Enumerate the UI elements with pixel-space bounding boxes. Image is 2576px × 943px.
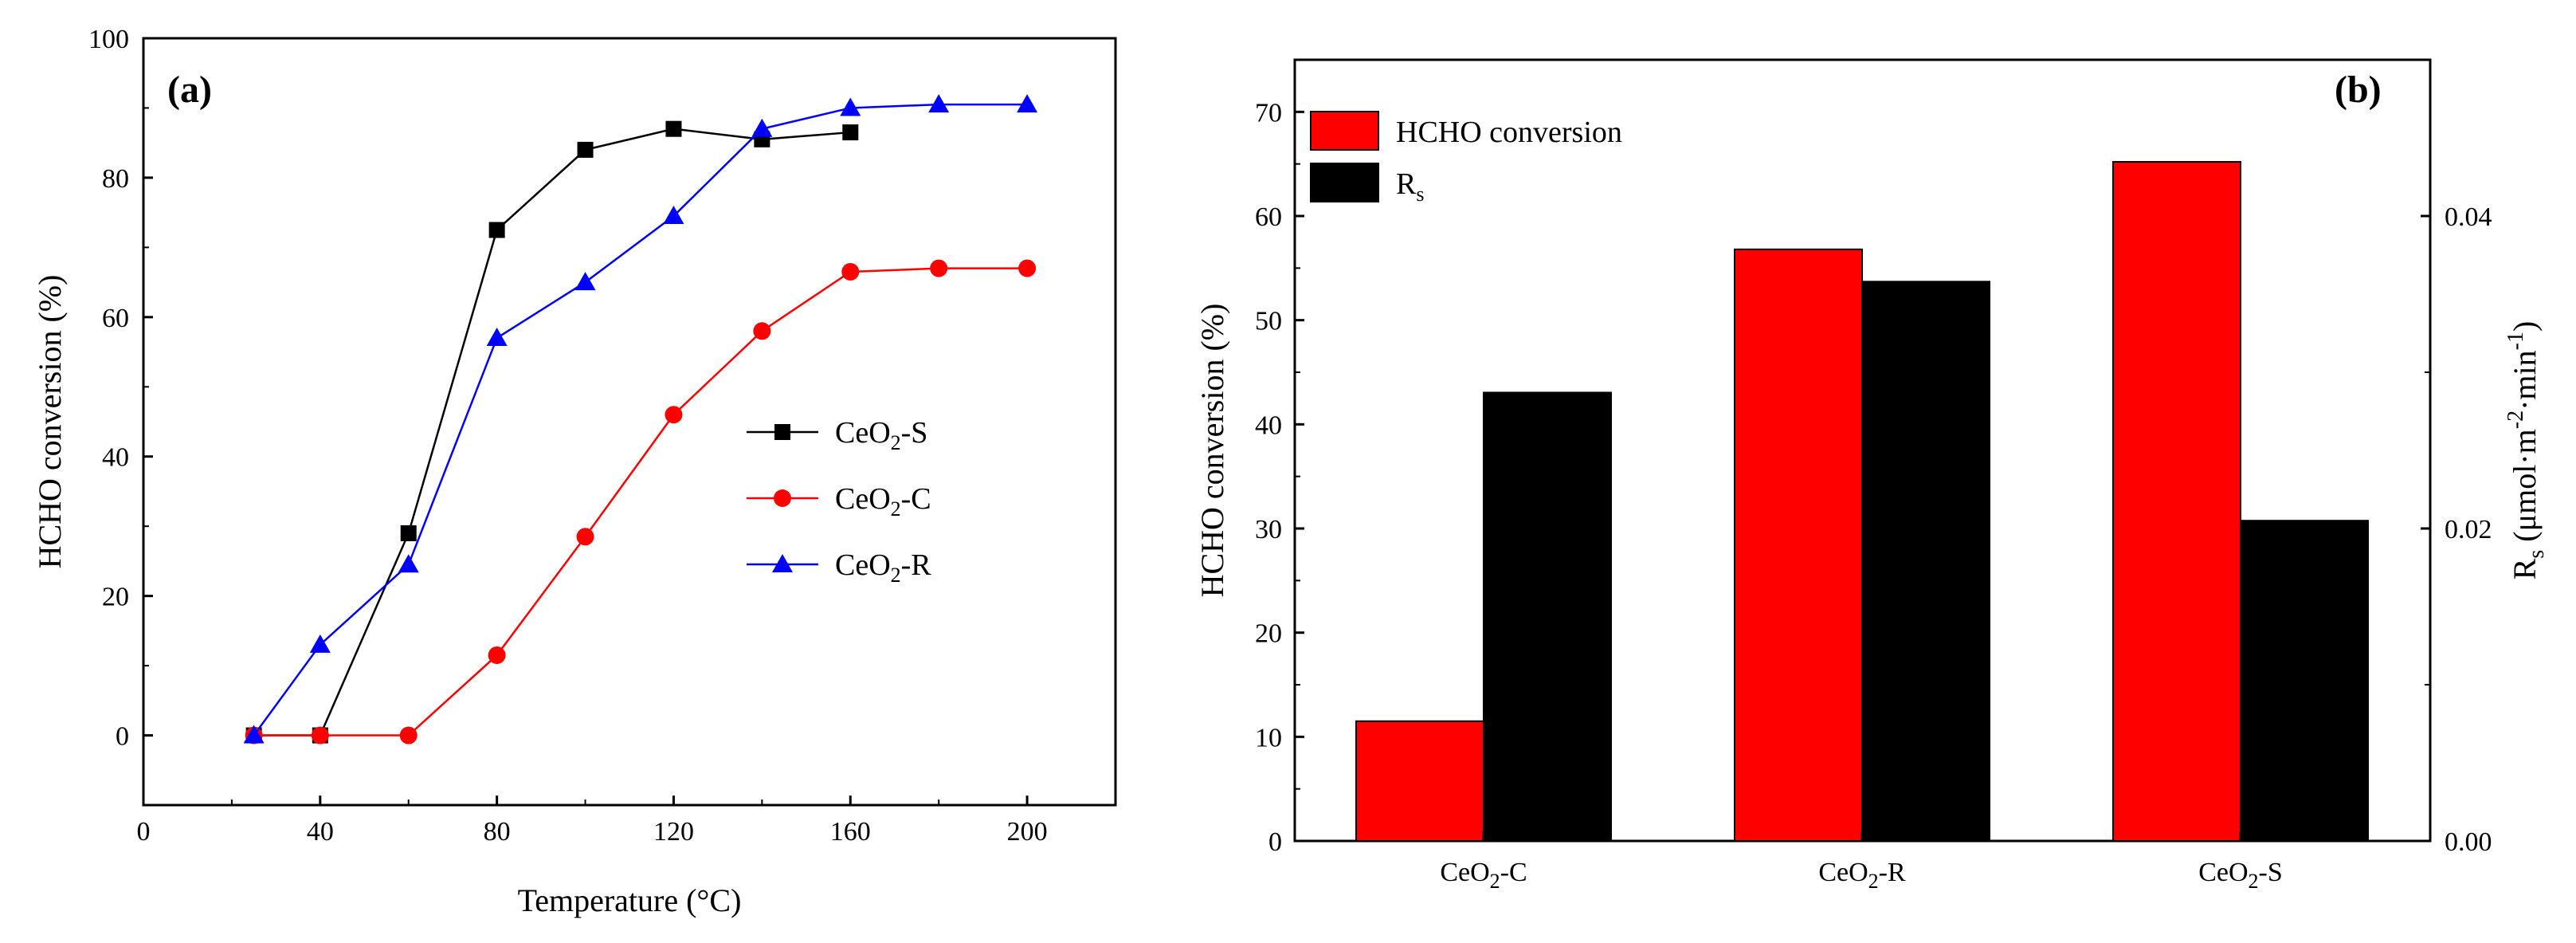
panel-a-line-chart: 0 40 80 120 160 200 0 20 40 60 80 100 (a) Temperatu… xyxy=(32,25,1117,918)
x-tick-label: 80 xyxy=(484,817,511,847)
y-tick-label: 60 xyxy=(102,304,129,333)
series-line-ceo2-s xyxy=(253,128,851,737)
legend-label-hcho-conversion: HCHO conversion xyxy=(1396,116,1622,149)
y2-tick-label: 0.04 xyxy=(2445,202,2492,232)
data-point-ceo2-r xyxy=(751,118,773,137)
data-point-ceo2-c xyxy=(841,262,860,281)
data-point-ceo2-s xyxy=(400,525,417,541)
data-point-ceo2-c xyxy=(1018,259,1037,277)
y-tick-label: 60 xyxy=(1255,202,1282,232)
data-point-ceo2-s xyxy=(665,120,682,137)
data-point-ceo2-c xyxy=(665,406,683,424)
data-point-ceo2-r xyxy=(486,328,508,347)
bar-hcho-conversion-ceo2-c xyxy=(1355,720,1484,842)
y2-label-unit-open: (μmol·m xyxy=(2507,429,2543,549)
x-tick-label: 160 xyxy=(830,817,871,847)
panel-a-ticks: 0 40 80 120 160 200 0 20 40 60 80 100 xyxy=(88,25,1048,847)
panel-b-y-axis-label: HCHO conversion (%) xyxy=(1194,304,1230,598)
data-point-ceo2-s xyxy=(842,124,859,141)
y2-label-unit-mid: ·min xyxy=(2507,350,2543,411)
legend-marker-ceo2-c xyxy=(774,489,791,507)
y2-label-exp2: -1 xyxy=(2503,332,2528,350)
panel-a-legend: CeO2-S CeO2-C CeO2-R xyxy=(747,416,931,587)
y-tick-label: 50 xyxy=(1255,307,1282,336)
y2-label-unit-close: ) xyxy=(2507,321,2543,332)
x-category-label-ceo2-r: CeO2-R xyxy=(1818,858,1906,893)
data-point-ceo2-c xyxy=(488,646,506,664)
data-point-ceo2-r xyxy=(309,634,331,653)
x-tick-label: 200 xyxy=(1007,817,1048,847)
panel-b-bar-chart: 0 10 20 30 40 50 60 70 0.00 0.02 0.04 CeO2-C CeO2-R C… xyxy=(1194,58,2549,893)
data-point-ceo2-r xyxy=(243,725,265,744)
y2-tick-label: 0.02 xyxy=(2445,515,2492,544)
x-tick-label: 120 xyxy=(653,817,694,847)
legend-label-ceo2-r: CeO2-R xyxy=(835,548,931,587)
y-tick-label: 20 xyxy=(102,583,129,612)
legend-label-ceo2-s: CeO2-S xyxy=(835,416,927,454)
x-category-label-ceo2-c: CeO2-C xyxy=(1440,858,1527,893)
data-point-ceo2-c xyxy=(399,726,418,745)
bar-rs-ceo2-c xyxy=(1483,391,1612,843)
y-tick-label: 30 xyxy=(1255,515,1282,544)
data-point-ceo2-c xyxy=(753,322,771,340)
panel-b-y2-axis-label: Rs (μmol·m-2·min-1) xyxy=(2503,321,2549,580)
y2-label-exp1: -2 xyxy=(2503,411,2528,429)
panel-a-y-axis-label: HCHO conversion (%) xyxy=(32,275,68,569)
data-point-ceo2-r xyxy=(840,97,861,116)
legend-marker-ceo2-r xyxy=(772,554,793,572)
x-tick-label: 0 xyxy=(137,817,151,847)
data-point-ceo2-s xyxy=(488,222,505,238)
x-category-label-ceo2-s: CeO2-S xyxy=(2198,858,2283,893)
y-tick-label: 0 xyxy=(1268,827,1282,857)
series-line-ceo2-c xyxy=(253,267,1028,737)
data-point-ceo2-r xyxy=(1017,94,1038,113)
y-tick-label: 80 xyxy=(102,164,129,194)
data-point-ceo2-c xyxy=(576,528,594,546)
y-tick-label: 40 xyxy=(1255,411,1282,440)
data-point-ceo2-c xyxy=(311,726,329,745)
legend-label-ceo2-c: CeO2-C xyxy=(835,482,931,521)
panel-b-ticks: 0 10 20 30 40 50 60 70 0.00 0.02 0.04 CeO2-C CeO2-R C… xyxy=(1255,98,2492,893)
y-tick-label: 20 xyxy=(1255,619,1282,649)
y-tick-label: 0 xyxy=(116,722,129,752)
legend-swatch-hcho-conversion xyxy=(1310,111,1379,151)
x-tick-label: 40 xyxy=(307,817,334,847)
panel-b-label: (b) xyxy=(2335,69,2382,111)
panel-a-plot-frame xyxy=(142,37,1117,807)
bar-hcho-conversion-ceo2-s xyxy=(2112,161,2241,842)
y2-label-sub: s xyxy=(2524,550,2549,559)
y-tick-label: 40 xyxy=(102,443,129,473)
data-point-ceo2-c xyxy=(930,259,948,277)
data-point-ceo2-r xyxy=(574,272,596,291)
data-point-ceo2-s xyxy=(577,141,594,158)
legend-label-rs: Rs xyxy=(1396,167,1424,206)
legend-marker-ceo2-s xyxy=(774,424,790,440)
panel-b-bars xyxy=(1355,161,2369,843)
bar-hcho-conversion-ceo2-r xyxy=(1734,248,1863,842)
panel-b-legend: HCHO conversion Rs xyxy=(1310,111,1622,206)
y2-tick-label: 0.00 xyxy=(2445,827,2492,857)
bar-rs-ceo2-r xyxy=(1861,281,1990,842)
panel-a-label: (a) xyxy=(167,69,212,111)
panel-a-series xyxy=(243,94,1038,745)
data-point-ceo2-r xyxy=(398,554,419,573)
y-tick-label: 10 xyxy=(1255,723,1282,752)
panel-a-x-axis-label: Temperature (°C) xyxy=(518,882,742,918)
data-point-ceo2-r xyxy=(928,94,950,113)
y2-label-base: R xyxy=(2507,558,2543,580)
bar-rs-ceo2-s xyxy=(2240,520,2369,842)
data-point-ceo2-r xyxy=(663,206,684,225)
y-tick-label: 100 xyxy=(88,25,129,54)
series-line-ceo2-r xyxy=(253,103,1028,737)
legend-swatch-rs xyxy=(1310,163,1379,202)
y-tick-label: 70 xyxy=(1255,98,1282,128)
